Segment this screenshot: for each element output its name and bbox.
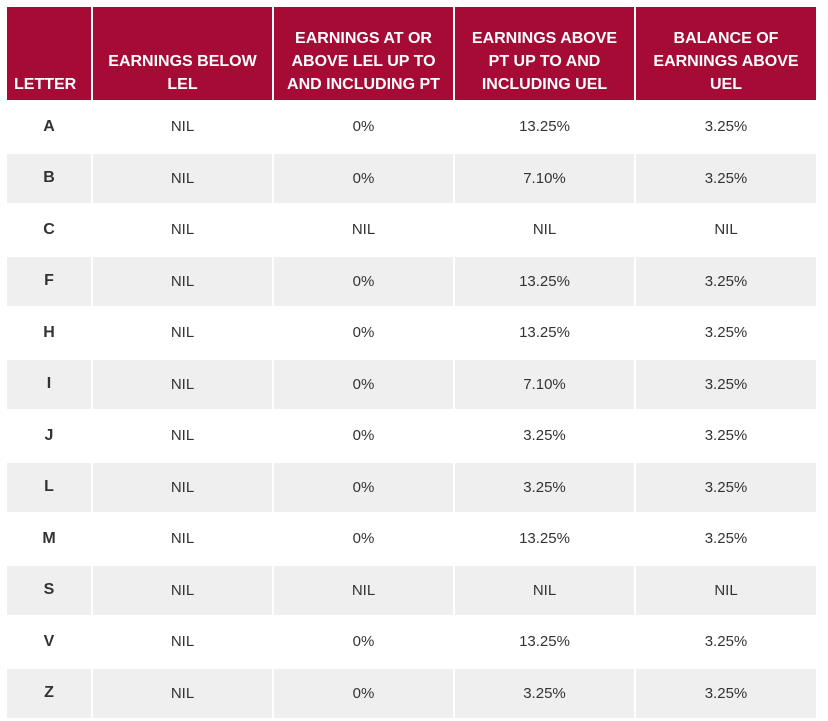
rate-cell: NIL	[170, 427, 195, 445]
row-letter: F	[7, 256, 91, 306]
header-cell: EARNINGS BELOW LEL	[93, 7, 272, 100]
rate-cell: 0%	[274, 256, 453, 306]
header-cell: EARNINGS AT OR ABOVE LEL UP TO AND INCLU…	[274, 7, 453, 100]
rate-cell: NIL	[274, 565, 453, 615]
rate-cell: NIL	[170, 633, 195, 651]
row-letter: B	[7, 153, 91, 203]
rate-cell: 3.25%	[704, 427, 748, 445]
rate-cell: 3.25%	[704, 324, 748, 342]
rate-cell: 3.25%	[704, 530, 748, 548]
rate-cell: NIL	[93, 359, 272, 409]
rate-cell: NIL	[170, 221, 195, 239]
rate-cell: 7.10%	[455, 153, 634, 203]
rate-cell: 3.25%	[523, 427, 566, 445]
rate-cell: 3.25%	[636, 256, 816, 306]
header-cell: EARNINGS ABOVE PT UP TO AND INCLUDING UE…	[455, 7, 634, 100]
row-letter: V	[43, 632, 55, 650]
rate-cell: 13.25%	[519, 118, 570, 136]
rate-cell: NIL	[170, 324, 195, 342]
row-letter: I	[7, 359, 91, 409]
rate-cell: 0%	[274, 153, 453, 203]
rate-cell: 0%	[274, 668, 453, 718]
rate-cell: NIL	[93, 668, 272, 718]
rate-cell: 3.25%	[636, 359, 816, 409]
rate-cell: NIL	[170, 118, 195, 136]
rate-cell: 3.25%	[636, 668, 816, 718]
rate-cell: NIL	[93, 153, 272, 203]
rate-cell: NIL	[455, 565, 634, 615]
rates-table: LETTER EARNINGS BELOW LEL EARNINGS AT OR A…	[7, 7, 816, 718]
rate-cell: 3.25%	[636, 153, 816, 203]
rate-cell: 0%	[352, 118, 375, 136]
rate-cell: NIL	[93, 462, 272, 512]
rate-cell: 3.25%	[704, 118, 748, 136]
rate-cell: 0%	[352, 530, 375, 548]
row-letter: Z	[7, 668, 91, 718]
rate-cell: 0%	[274, 359, 453, 409]
rate-cell: NIL	[532, 221, 557, 239]
rate-cell: 0%	[352, 427, 375, 445]
rate-cell: 13.25%	[519, 324, 570, 342]
rate-cell: NIL	[351, 221, 376, 239]
rate-cell: 3.25%	[455, 462, 634, 512]
rate-cell: 13.25%	[519, 633, 570, 651]
row-letter: A	[43, 117, 55, 135]
rate-cell: 13.25%	[519, 530, 570, 548]
row-letter: H	[43, 323, 55, 341]
row-letter: S	[7, 565, 91, 615]
rate-cell: NIL	[636, 565, 816, 615]
rate-cell: 3.25%	[636, 462, 816, 512]
rate-cell: 0%	[352, 324, 375, 342]
rate-cell: 0%	[274, 462, 453, 512]
row-letter: M	[42, 529, 56, 547]
rate-cell: NIL	[170, 530, 195, 548]
rate-cell: NIL	[93, 565, 272, 615]
header-cell: LETTER	[7, 7, 91, 100]
rate-cell: 3.25%	[455, 668, 634, 718]
rate-cell: 7.10%	[455, 359, 634, 409]
rate-cell: 0%	[352, 633, 375, 651]
rate-cell: NIL	[714, 221, 738, 239]
row-letter: J	[44, 426, 54, 444]
row-letter: C	[43, 220, 55, 238]
row-letter: L	[7, 462, 91, 512]
rate-cell: 13.25%	[455, 256, 634, 306]
header-cell: BALANCE OF EARNINGS ABOVE UEL	[636, 7, 816, 100]
rate-cell: 3.25%	[704, 633, 748, 651]
rate-cell: NIL	[93, 256, 272, 306]
